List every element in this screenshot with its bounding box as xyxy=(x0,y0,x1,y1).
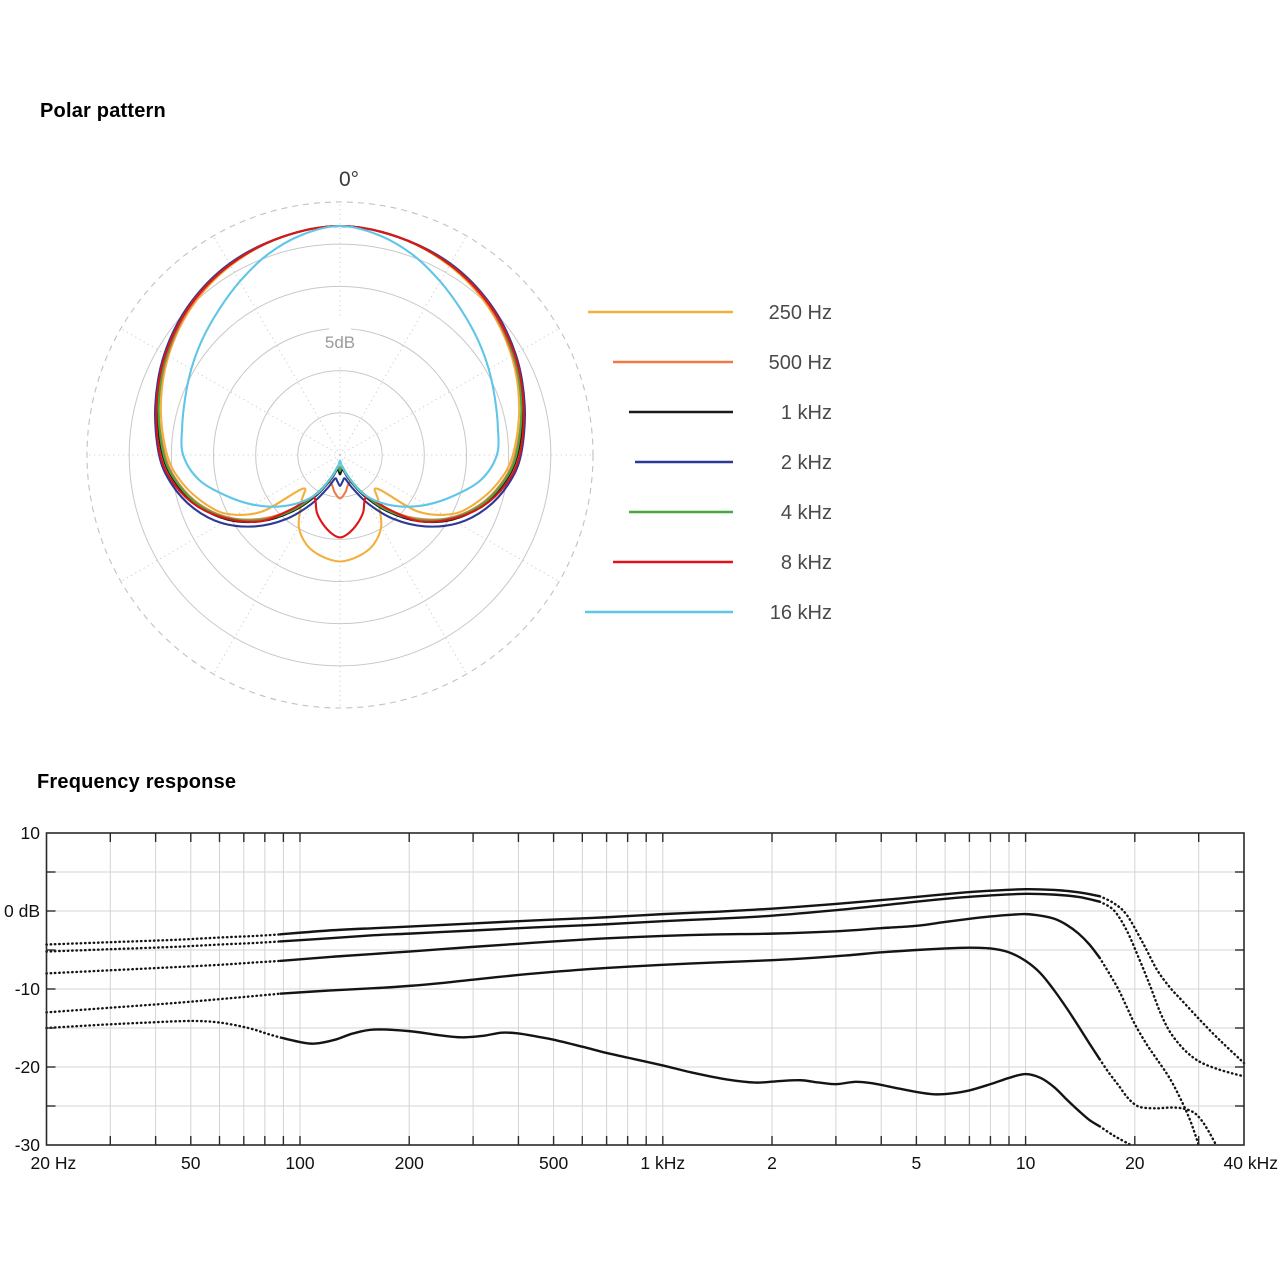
freq-curve-1-top-dotted xyxy=(1098,894,1246,1065)
freq-curve-2-solid xyxy=(279,892,1100,943)
freq-curve-2-dotted xyxy=(1098,900,1246,1078)
freq-grid xyxy=(46,833,1244,1145)
freq-curve-4-dotted xyxy=(1098,1058,1218,1147)
svg-text:40 kHz: 40 kHz xyxy=(1224,1153,1278,1173)
svg-text:16 kHz: 16 kHz xyxy=(770,602,832,624)
svg-text:500: 500 xyxy=(539,1153,568,1173)
legend-item-4khz: 4 kHz xyxy=(629,502,832,524)
svg-text:2 kHz: 2 kHz xyxy=(781,452,832,474)
freq-x-axis-labels: 20 Hz 50 100 200 500 1 kHz 2 5 10 20 40 kHz xyxy=(31,1153,1279,1173)
freq-axes xyxy=(45,832,1245,1146)
svg-text:10: 10 xyxy=(21,823,41,843)
freq-curve-3-solid xyxy=(279,912,1101,963)
polar-grid xyxy=(86,201,594,709)
freq-curve-5-bottom-dotted xyxy=(45,1019,282,1039)
polar-legend: 250 Hz 500 Hz 1 kHz 2 kHz 4 kHz 8 kHz 16 kHz xyxy=(585,302,832,624)
legend-item-2khz: 2 kHz xyxy=(635,452,832,474)
polar-zero-degree-label: 0° xyxy=(339,168,359,191)
svg-text:5: 5 xyxy=(912,1153,922,1173)
freq-curve-4-dotted xyxy=(45,992,282,1014)
svg-text:20 Hz: 20 Hz xyxy=(31,1153,77,1173)
polar-series-4khz xyxy=(157,224,523,522)
freq-curve-3-dotted xyxy=(1098,956,1200,1147)
freq-curves xyxy=(45,887,1246,1147)
svg-text:8 kHz: 8 kHz xyxy=(781,552,832,574)
svg-text:1 kHz: 1 kHz xyxy=(781,402,832,424)
svg-text:50: 50 xyxy=(181,1153,201,1173)
freq-curve-5-bottom-dotted xyxy=(1098,1125,1133,1147)
svg-text:100: 100 xyxy=(285,1153,314,1173)
polar-ring-step-label: 5dB xyxy=(316,318,364,366)
svg-text:0°: 0° xyxy=(339,168,359,191)
legend-item-1khz: 1 kHz xyxy=(629,402,832,424)
svg-text:5dB: 5dB xyxy=(325,333,355,352)
freq-curve-1-top-solid xyxy=(279,887,1100,936)
legend-item-8khz: 8 kHz xyxy=(613,552,832,574)
svg-text:20: 20 xyxy=(1125,1153,1145,1173)
svg-text:-30: -30 xyxy=(15,1135,41,1155)
svg-text:10: 10 xyxy=(1016,1153,1036,1173)
polar-series-8khz xyxy=(155,224,525,539)
svg-text:0 dB: 0 dB xyxy=(4,901,40,921)
svg-text:250 Hz: 250 Hz xyxy=(769,302,832,324)
svg-text:4 kHz: 4 kHz xyxy=(781,502,832,524)
svg-text:200: 200 xyxy=(395,1153,424,1173)
svg-text:2: 2 xyxy=(767,1153,777,1173)
freq-curve-1-top-dotted xyxy=(45,933,282,946)
polar-pattern-chart: 5dB 0° 250 Hz 500 Hz 1 kHz 2 kHz 4 kHz 8 kHz 16 … xyxy=(86,168,832,709)
freq-y-axis-labels: 10 0 dB -10 -20 -30 xyxy=(4,823,40,1155)
freq-curve-4-solid xyxy=(279,946,1101,1060)
polar-series-16khz xyxy=(180,224,500,508)
freq-curve-3-dotted xyxy=(45,959,282,975)
polar-series-250hz xyxy=(159,224,521,563)
polar-series-1khz xyxy=(156,224,524,524)
legend-item-16khz: 16 kHz xyxy=(585,602,832,624)
svg-text:-20: -20 xyxy=(15,1057,41,1077)
frequency-response-title: Frequency response xyxy=(37,771,237,793)
svg-text:500 Hz: 500 Hz xyxy=(769,352,832,374)
polar-series-2khz xyxy=(154,224,526,528)
legend-item-500hz: 500 Hz xyxy=(613,352,832,374)
freq-curve-5-bottom-solid xyxy=(279,1028,1101,1128)
freq-curve-2-dotted xyxy=(45,940,282,953)
svg-text:1 kHz: 1 kHz xyxy=(640,1153,685,1173)
legend-item-250hz: 250 Hz xyxy=(588,302,832,324)
polar-pattern-title: Polar pattern xyxy=(40,100,166,122)
svg-text:-10: -10 xyxy=(15,979,41,999)
